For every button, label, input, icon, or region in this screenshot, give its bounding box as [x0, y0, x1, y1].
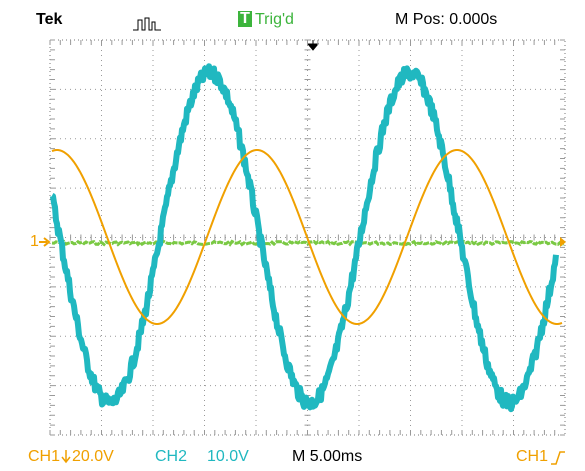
- ch1-label: CH1: [28, 448, 60, 465]
- position: M Pos: 0.000s: [395, 11, 497, 28]
- trigger-source: CH1: [516, 448, 548, 465]
- trigger-icon: T: [240, 10, 250, 27]
- trigger-status: Trig'd: [255, 11, 294, 28]
- brand: Tek: [36, 11, 62, 28]
- ch1-ground-marker: 1: [30, 233, 39, 250]
- ch2-scale: 10.0V: [207, 448, 249, 465]
- scope-screen: Tek T Trig'd M Pos: 0.000s 1 CH1 20.0V C…: [0, 0, 585, 471]
- ch2-label: CH2: [155, 448, 187, 465]
- timebase: M 5.00ms: [292, 448, 362, 465]
- ch1-scale: 20.0V: [72, 448, 114, 465]
